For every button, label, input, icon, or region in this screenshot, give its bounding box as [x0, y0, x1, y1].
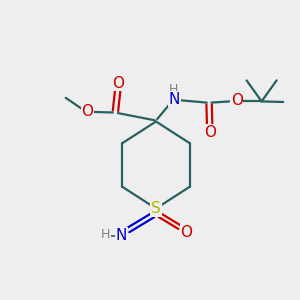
Text: S: S	[151, 201, 161, 216]
Text: O: O	[231, 93, 243, 108]
Text: O: O	[181, 225, 193, 240]
Text: O: O	[81, 104, 93, 119]
Text: O: O	[112, 76, 124, 91]
Text: N: N	[116, 228, 127, 243]
Text: O: O	[204, 125, 216, 140]
Text: H: H	[168, 83, 178, 96]
Text: H: H	[101, 228, 111, 242]
Text: N: N	[169, 92, 180, 106]
